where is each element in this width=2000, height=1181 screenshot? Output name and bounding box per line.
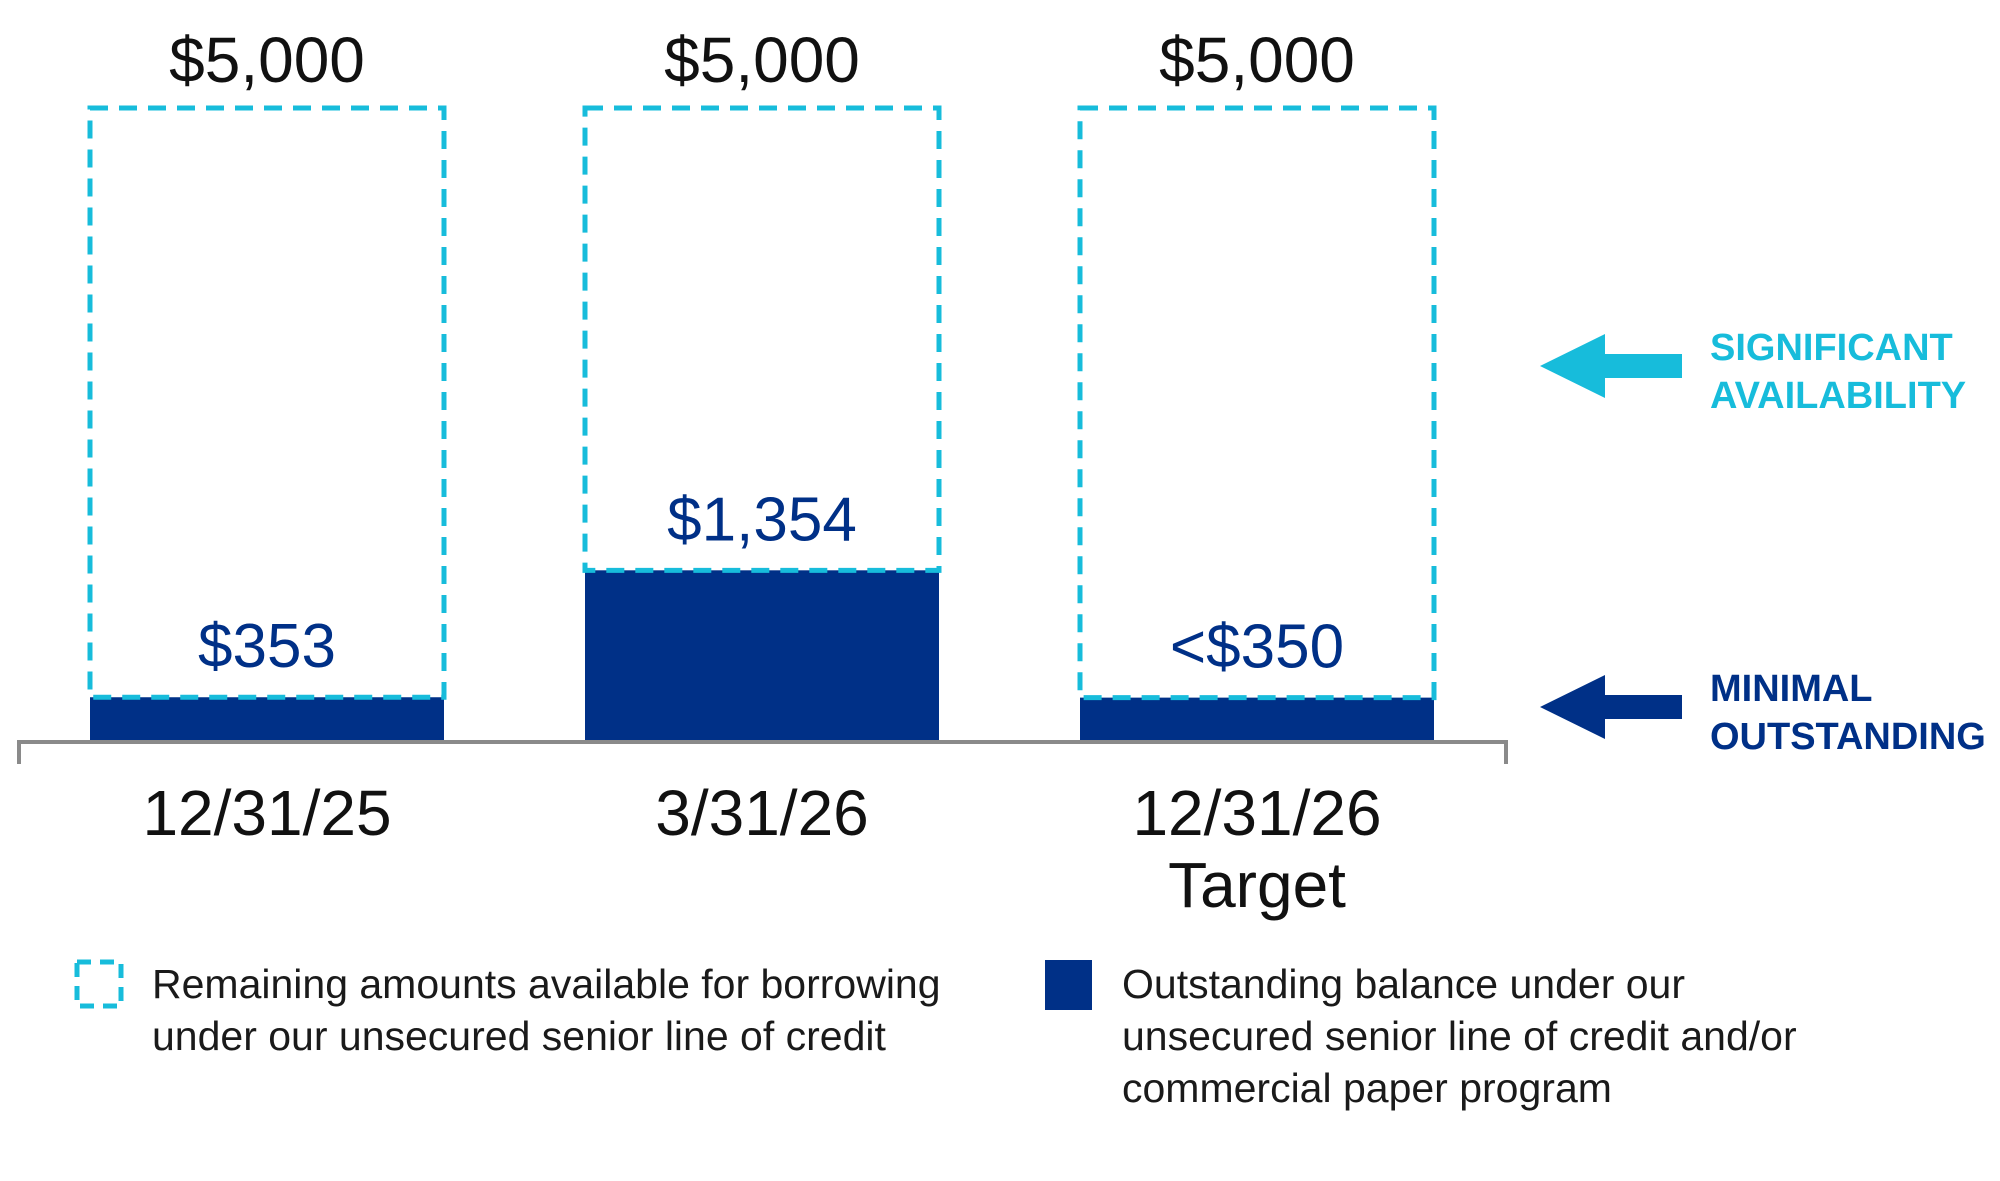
available-bar bbox=[87, 105, 447, 700]
category-label: 12/31/25 bbox=[142, 777, 391, 849]
outstanding-value-label: $353 bbox=[198, 612, 336, 681]
outstanding-bar bbox=[585, 570, 939, 742]
available-bar bbox=[582, 105, 942, 573]
category-label: 3/31/26 bbox=[655, 777, 869, 849]
legend-swatch-available bbox=[74, 959, 124, 1009]
callout-text: MINIMAL bbox=[1710, 668, 1873, 710]
value-labels-layer: $5,000 $353 $5,000 $1,354 $5,000 <$350 bbox=[169, 24, 1355, 682]
total-value-label: $5,000 bbox=[169, 24, 365, 96]
total-value-label: $5,000 bbox=[664, 24, 860, 96]
callout-text: AVAILABILITY bbox=[1710, 375, 1966, 417]
total-value-label: $5,000 bbox=[1159, 24, 1355, 96]
category-sublabel: Target bbox=[1168, 849, 1346, 921]
legend-text-outstanding: unsecured senior line of credit and/or bbox=[1122, 1013, 1797, 1059]
available-bar bbox=[1077, 105, 1437, 701]
availability-arrow-icon bbox=[1540, 334, 1682, 398]
outstanding-bar bbox=[1080, 697, 1434, 742]
legend-text-outstanding: commercial paper program bbox=[1122, 1065, 1612, 1111]
category-label: 12/31/26 bbox=[1132, 777, 1381, 849]
outstanding-value-label: <$350 bbox=[1170, 613, 1344, 682]
outstanding-arrow-icon bbox=[1540, 675, 1682, 739]
callout-text: SIGNIFICANT bbox=[1710, 327, 1953, 369]
legend-text-outstanding: Outstanding balance under our bbox=[1122, 961, 1685, 1007]
callouts: SIGNIFICANT AVAILABILITY MINIMAL OUTSTANDIN… bbox=[1540, 327, 1986, 758]
legend-text-available: under our unsecured senior line of credi… bbox=[152, 1013, 886, 1059]
bars-layer bbox=[87, 105, 1437, 742]
callout-text: OUTSTANDING bbox=[1710, 716, 1986, 758]
outstanding-bar bbox=[90, 697, 444, 742]
legend: Remaining amounts available for borrowin… bbox=[74, 959, 1797, 1111]
legend-text-available: Remaining amounts available for borrowin… bbox=[152, 961, 941, 1007]
outstanding-value-label: $1,354 bbox=[667, 485, 857, 554]
legend-swatch-outstanding bbox=[1045, 960, 1092, 1010]
